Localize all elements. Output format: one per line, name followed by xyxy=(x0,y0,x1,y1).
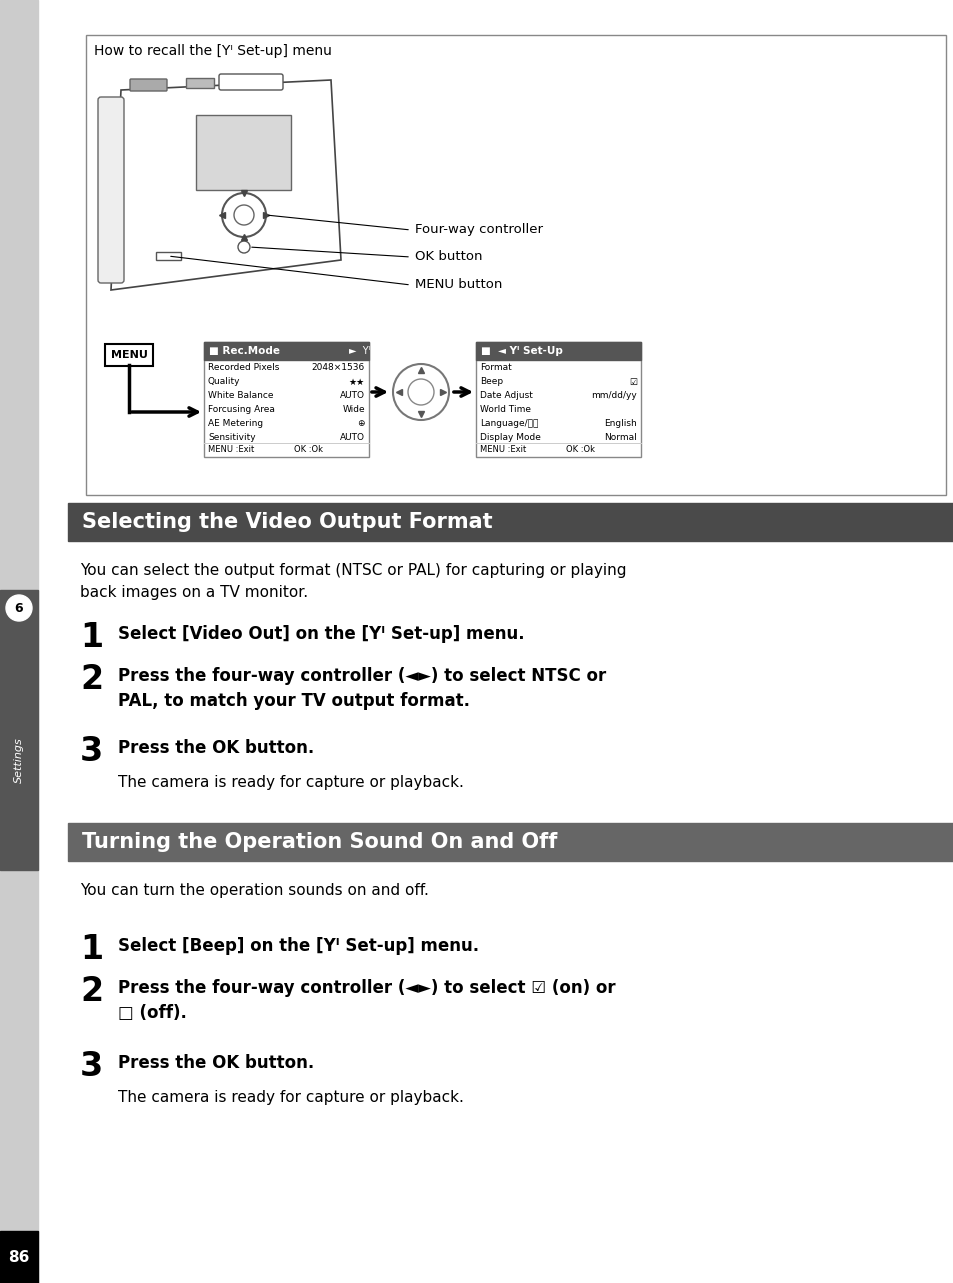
Text: ☑: ☑ xyxy=(628,377,637,386)
Text: Selecting the Video Output Format: Selecting the Video Output Format xyxy=(82,512,492,532)
Text: 3: 3 xyxy=(80,1049,103,1083)
Text: Quality: Quality xyxy=(208,377,240,386)
Bar xyxy=(68,503,953,541)
Text: 2048×1536: 2048×1536 xyxy=(312,363,365,372)
Text: Language/言語: Language/言語 xyxy=(479,420,537,429)
Bar xyxy=(0,0,38,1283)
Text: You can select the output format (NTSC or PAL) for capturing or playing
back ima: You can select the output format (NTSC o… xyxy=(80,563,626,599)
Text: MENU: MENU xyxy=(111,350,148,361)
Text: 2: 2 xyxy=(80,663,103,695)
Text: ►  Yᴵ: ► Yᴵ xyxy=(349,346,370,355)
Text: Forcusing Area: Forcusing Area xyxy=(208,405,274,414)
Circle shape xyxy=(6,595,32,621)
Text: 6: 6 xyxy=(14,602,23,615)
Bar xyxy=(68,822,953,861)
Text: Turning the Operation Sound On and Off: Turning the Operation Sound On and Off xyxy=(82,831,557,852)
Text: 1: 1 xyxy=(80,621,103,654)
Text: AE Metering: AE Metering xyxy=(208,420,263,429)
Text: ■  ◄ Yᴵ Set-Up: ■ ◄ Yᴵ Set-Up xyxy=(480,346,562,355)
Text: Select [Video Out] on the [Yᴵ Set-up] menu.: Select [Video Out] on the [Yᴵ Set-up] me… xyxy=(118,625,524,643)
Text: Press the four-way controller (◄►) to select ☑ (on) or
□ (off).: Press the four-way controller (◄►) to se… xyxy=(118,979,615,1023)
Bar xyxy=(0,1230,38,1283)
Text: Four-way controller: Four-way controller xyxy=(415,223,542,236)
Text: 86: 86 xyxy=(9,1250,30,1265)
Text: 3: 3 xyxy=(80,735,103,769)
FancyBboxPatch shape xyxy=(130,80,167,91)
Text: 2: 2 xyxy=(80,975,103,1008)
Text: OK :Ok: OK :Ok xyxy=(294,445,323,454)
Text: mm/dd/yy: mm/dd/yy xyxy=(591,391,637,400)
Text: You can turn the operation sounds on and off.: You can turn the operation sounds on and… xyxy=(80,883,429,898)
Text: How to recall the [Yᴵ Set-up] menu: How to recall the [Yᴵ Set-up] menu xyxy=(94,44,332,58)
Text: Display Mode: Display Mode xyxy=(479,434,540,443)
Text: 1: 1 xyxy=(80,933,103,966)
Text: Beep: Beep xyxy=(479,377,502,386)
Text: AUTO: AUTO xyxy=(339,391,365,400)
Text: MENU :Exit: MENU :Exit xyxy=(479,445,526,454)
Bar xyxy=(86,35,945,495)
FancyBboxPatch shape xyxy=(219,74,283,90)
Text: OK :Ok: OK :Ok xyxy=(565,445,595,454)
Bar xyxy=(476,343,640,361)
Text: MENU :Exit: MENU :Exit xyxy=(208,445,254,454)
Text: Select [Beep] on the [Yᴵ Set-up] menu.: Select [Beep] on the [Yᴵ Set-up] menu. xyxy=(118,937,478,955)
Text: Sensitivity: Sensitivity xyxy=(208,434,255,443)
Text: World Time: World Time xyxy=(479,405,531,414)
Text: Press the four-way controller (◄►) to select NTSC or
PAL, to match your TV outpu: Press the four-way controller (◄►) to se… xyxy=(118,667,605,709)
Text: Press the OK button.: Press the OK button. xyxy=(118,739,314,757)
Text: Wide: Wide xyxy=(342,405,365,414)
Polygon shape xyxy=(111,80,340,290)
Text: The camera is ready for capture or playback.: The camera is ready for capture or playb… xyxy=(118,775,463,790)
Text: Settings: Settings xyxy=(14,738,24,783)
Text: OK button: OK button xyxy=(415,250,482,263)
Text: ⊕: ⊕ xyxy=(357,420,365,429)
Text: AUTO: AUTO xyxy=(339,434,365,443)
Text: Recorded Pixels: Recorded Pixels xyxy=(208,363,279,372)
Bar xyxy=(476,343,640,457)
Text: Press the OK button.: Press the OK button. xyxy=(118,1055,314,1073)
Bar xyxy=(156,251,181,260)
Bar xyxy=(186,78,213,89)
Text: The camera is ready for capture or playback.: The camera is ready for capture or playb… xyxy=(118,1091,463,1105)
Text: ★★: ★★ xyxy=(349,377,365,386)
FancyBboxPatch shape xyxy=(105,344,152,366)
Text: MENU button: MENU button xyxy=(415,278,502,291)
Text: Format: Format xyxy=(479,363,511,372)
Text: Normal: Normal xyxy=(603,434,637,443)
Bar xyxy=(195,115,291,190)
Text: English: English xyxy=(603,420,637,429)
Text: Date Adjust: Date Adjust xyxy=(479,391,533,400)
Text: White Balance: White Balance xyxy=(208,391,274,400)
Bar xyxy=(204,343,369,361)
Bar xyxy=(204,343,369,457)
Text: ■ Rec.Mode: ■ Rec.Mode xyxy=(209,346,280,355)
FancyBboxPatch shape xyxy=(98,98,124,284)
Bar xyxy=(0,590,38,870)
